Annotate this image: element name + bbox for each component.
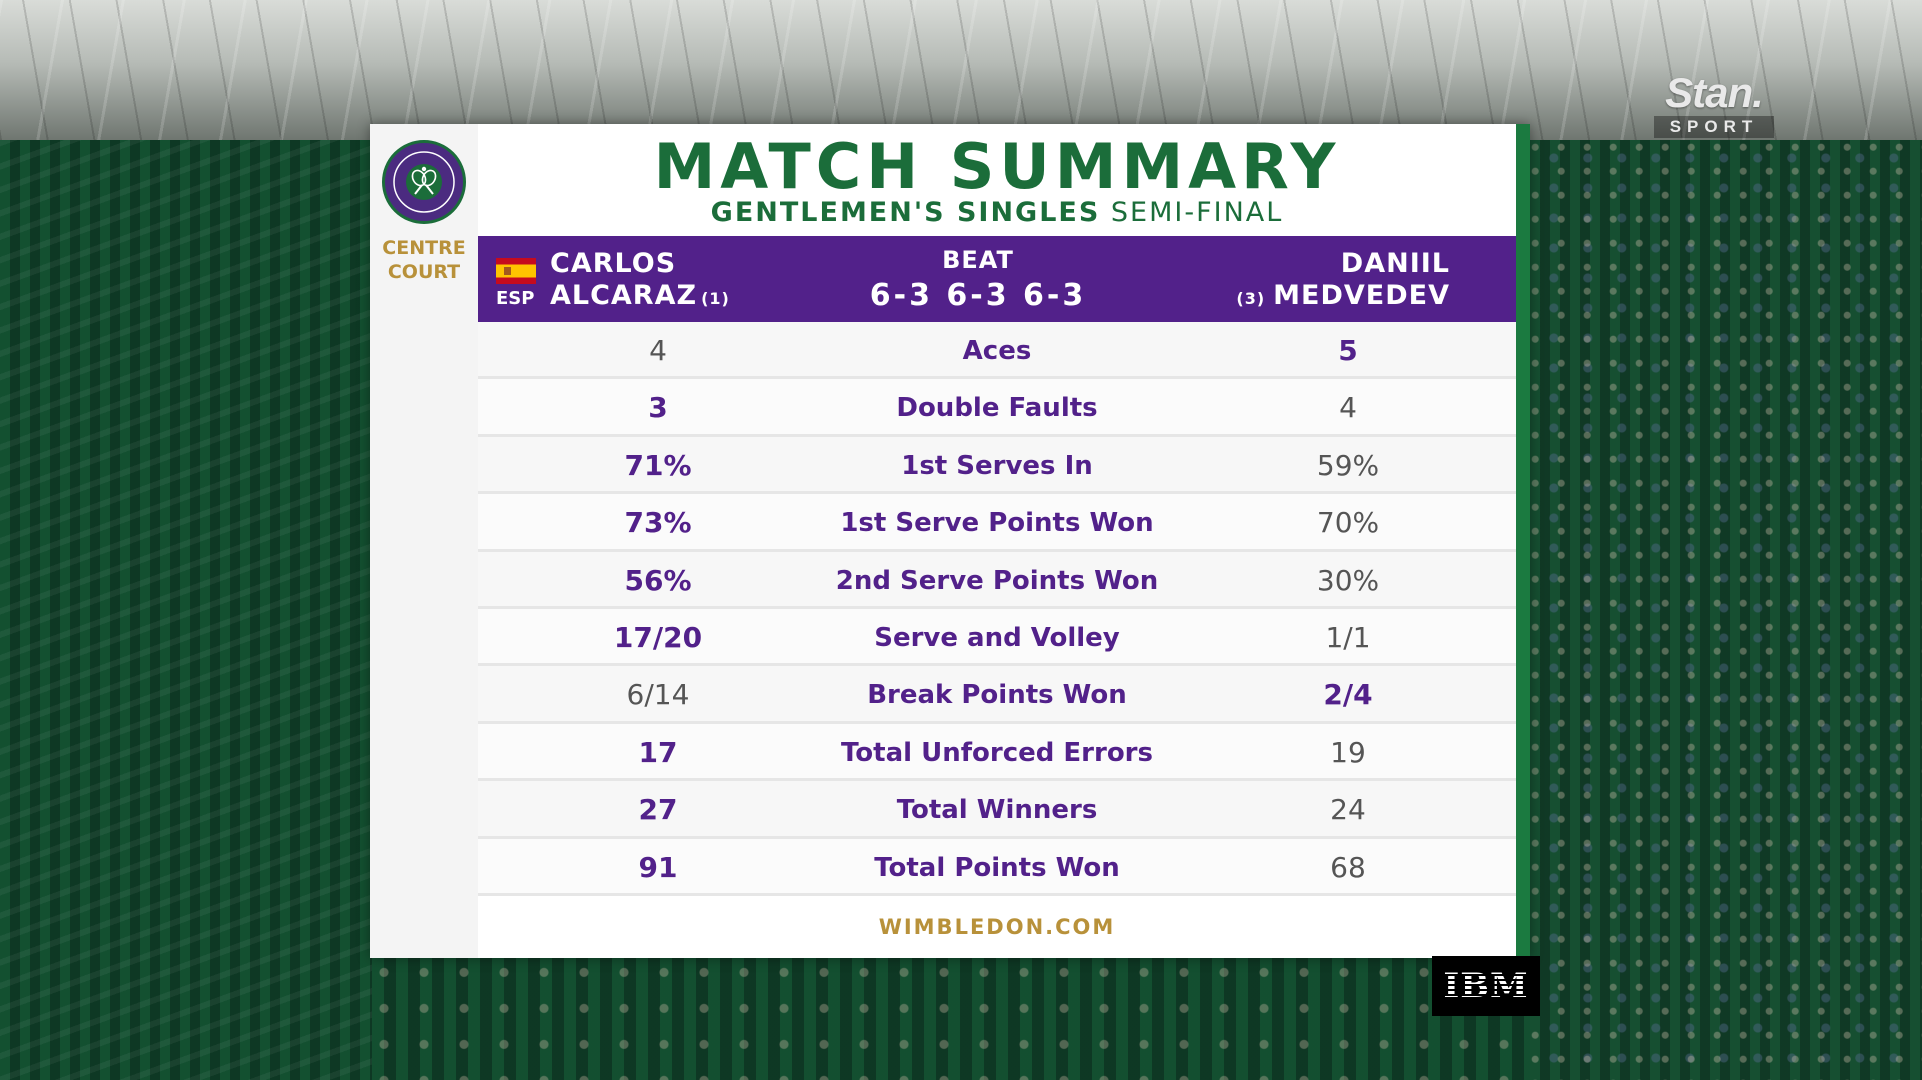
player2-stat-value: 5	[1338, 334, 1358, 367]
player2-first-name: DANIIL	[1340, 248, 1450, 279]
stat-row: 17/20 Serve and Volley 1/1	[478, 608, 1516, 667]
stat-row: 56% 2nd Serve Points Won 30%	[478, 551, 1516, 609]
stat-row: 73% 1st Serve Points Won 70%	[478, 494, 1516, 552]
result-bar: ESP CARLOS ALCARAZ (1) BEAT 6-3 6-3 6-3 D…	[478, 236, 1528, 322]
title-area: MATCH SUMMARY GENTLEMEN'S SINGLES SEMI-F…	[478, 124, 1516, 236]
player2-stat-value: 19	[1330, 735, 1366, 769]
player1-last-name: ALCARAZ	[550, 280, 698, 311]
venue-line-2: COURT	[387, 261, 461, 283]
player2-stat-value: 30%	[1316, 563, 1380, 597]
stands-left	[0, 140, 372, 1080]
stat-label: Serve and Volley	[874, 622, 1120, 653]
footer-url: WIMBLEDON.COM	[878, 915, 1116, 939]
stat-label: Aces	[962, 336, 1032, 366]
player1-stat-value: 73%	[624, 506, 692, 540]
stats-table: 4 Aces 5 3 Double Faults 4 71% 1st Serves In 59%…	[478, 322, 1516, 896]
wimbledon-logo-icon	[382, 140, 466, 224]
stat-label: 1st Serve Points Won	[840, 508, 1154, 539]
event-round: SEMI-FINAL	[1110, 197, 1284, 228]
stat-label: 2nd Serve Points Won	[835, 565, 1159, 596]
stat-row: 4 Aces 5	[478, 322, 1516, 380]
stat-label: Total Winners	[896, 795, 1098, 826]
player1-stat-value: 6/14	[626, 678, 690, 712]
player1-seed: (1)	[701, 289, 730, 308]
player2-stat-value: 68	[1330, 850, 1366, 884]
sponsor-name: IBM	[1443, 966, 1529, 1006]
match-score: 6-3 6-3 6-3	[869, 278, 1087, 313]
venue-line-1: CENTRE	[382, 237, 466, 259]
stands-bottom	[372, 958, 1530, 1080]
player1-stat-value: 17/20	[613, 620, 703, 654]
player1-country: ESP	[496, 288, 535, 309]
player1-stat-value: 56%	[624, 563, 692, 597]
player2-seed: (3)	[1236, 289, 1266, 308]
player1-stat-value: 71%	[624, 448, 692, 482]
event-subtitle: GENTLEMEN'S SINGLES SEMI-FINAL	[478, 196, 1516, 230]
stat-label: Total Points Won	[874, 852, 1120, 883]
stat-label: Total Unforced Errors	[841, 737, 1153, 768]
broadcaster-name: Stan.	[1665, 69, 1764, 116]
page-title: MATCH SUMMARY	[653, 130, 1341, 203]
stat-row: 6/14 Break Points Won 2/4	[478, 666, 1516, 724]
event-name: GENTLEMEN'S SINGLES	[710, 197, 1101, 228]
player2-stat-value: 59%	[1316, 448, 1380, 482]
player1-stat-value: 3	[648, 391, 668, 425]
stat-row: 3 Double Faults 4	[478, 379, 1516, 437]
stat-row: 17 Total Unforced Errors 19	[478, 723, 1516, 782]
player1-stat-value: 17	[638, 735, 678, 769]
stat-label: 1st Serves In	[901, 450, 1093, 481]
match-summary-panel: CENTRE COURT MATCH SUMMARY GENTLEMEN'S S…	[370, 124, 1530, 958]
player1-stat-value: 27	[638, 793, 678, 827]
player1-stat-value: 91	[638, 850, 678, 884]
player2-name: DANIIL (3) MEDVEDEV	[1236, 248, 1450, 315]
player1-name: CARLOS ALCARAZ (1)	[550, 248, 730, 315]
broadcaster-sub: SPORT	[1654, 116, 1774, 138]
player2-last-name: MEDVEDEV	[1273, 280, 1450, 311]
player2-stat-value: 1/1	[1325, 620, 1371, 654]
result-word: BEAT	[942, 246, 1014, 274]
stands-right	[1530, 140, 1922, 1080]
player1-stat-value: 4	[649, 334, 667, 367]
stat-label: Double Faults	[896, 393, 1098, 424]
player2-stat-value: 24	[1330, 793, 1366, 827]
stat-row: 71% 1st Serves In 59%	[478, 436, 1516, 495]
sponsor-logo: IBM	[1432, 956, 1540, 1016]
player2-stat-value: 70%	[1316, 506, 1380, 540]
spain-flag-icon	[496, 258, 536, 284]
stadium-roof	[0, 0, 1922, 140]
player1-first-name: CARLOS	[550, 248, 677, 279]
player2-stat-value: 2/4	[1323, 678, 1373, 712]
venue-label: CENTRE COURT	[370, 236, 478, 284]
stat-row: 91 Total Points Won 68	[478, 838, 1516, 896]
stat-label: Break Points Won	[867, 680, 1127, 711]
stat-row: 27 Total Winners 24	[478, 781, 1516, 839]
panel-accent-bar	[1516, 124, 1530, 958]
player2-stat-value: 4	[1339, 391, 1357, 425]
broadcaster-logo: Stan. SPORT	[1654, 72, 1774, 138]
panel-left-column: CENTRE COURT	[370, 124, 478, 958]
